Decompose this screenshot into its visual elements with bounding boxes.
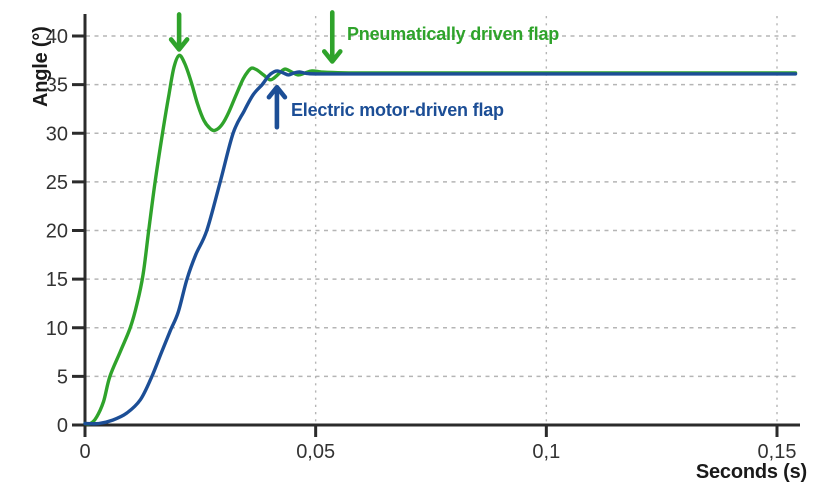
x-axis-title: Seconds (s): [695, 461, 807, 483]
y-tick-label: 10: [46, 318, 68, 340]
pneumatic-overshoot-arrow-icon: [168, 37, 190, 52]
pneumatic-curve: [83, 53, 798, 426]
pneumatic-settled-arrow-icon: [321, 49, 343, 64]
electric-curve: [83, 69, 798, 426]
y-tick-label: 20: [46, 221, 68, 243]
y-tick-label: 0: [57, 415, 68, 437]
x-tick-label: 0,15: [758, 441, 797, 463]
x-tick-label: 0: [79, 441, 90, 463]
electric-rise-arrow-icon: [266, 84, 288, 100]
y-axis-title: Angle (°): [30, 26, 52, 107]
y-tick-label: 40: [46, 26, 68, 48]
y-tick-label: 15: [46, 269, 68, 291]
electric-series-label: Electric motor-driven flap: [291, 100, 504, 120]
y-tick-label: 5: [57, 366, 68, 388]
y-tick-label: 25: [46, 172, 68, 194]
x-tick-label: 0,1: [532, 441, 560, 463]
x-tick-label: 0,05: [296, 441, 335, 463]
y-tick-label: 30: [46, 123, 68, 145]
pneumatic-series-label: Pneumatically driven flap: [347, 24, 560, 44]
y-tick-label: 35: [46, 75, 68, 97]
